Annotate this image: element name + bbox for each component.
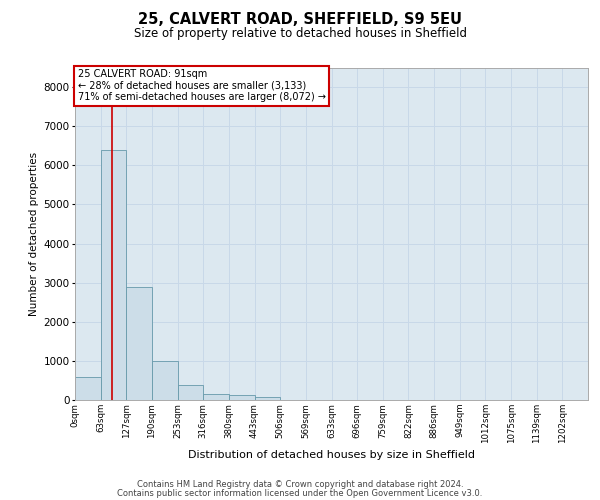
- Text: Contains public sector information licensed under the Open Government Licence v3: Contains public sector information licen…: [118, 489, 482, 498]
- Text: Contains HM Land Registry data © Crown copyright and database right 2024.: Contains HM Land Registry data © Crown c…: [137, 480, 463, 489]
- Y-axis label: Number of detached properties: Number of detached properties: [29, 152, 39, 316]
- Bar: [254, 396, 280, 400]
- Bar: [203, 394, 229, 400]
- Bar: [178, 385, 203, 400]
- X-axis label: Distribution of detached houses by size in Sheffield: Distribution of detached houses by size …: [188, 450, 475, 460]
- Bar: [101, 150, 127, 400]
- Bar: [127, 286, 152, 400]
- Text: Size of property relative to detached houses in Sheffield: Size of property relative to detached ho…: [133, 28, 467, 40]
- Bar: [229, 396, 254, 400]
- Bar: [75, 376, 101, 400]
- Text: 25, CALVERT ROAD, SHEFFIELD, S9 5EU: 25, CALVERT ROAD, SHEFFIELD, S9 5EU: [138, 12, 462, 28]
- Text: 25 CALVERT ROAD: 91sqm
← 28% of detached houses are smaller (3,133)
71% of semi-: 25 CALVERT ROAD: 91sqm ← 28% of detached…: [77, 69, 326, 102]
- Bar: [152, 361, 178, 400]
